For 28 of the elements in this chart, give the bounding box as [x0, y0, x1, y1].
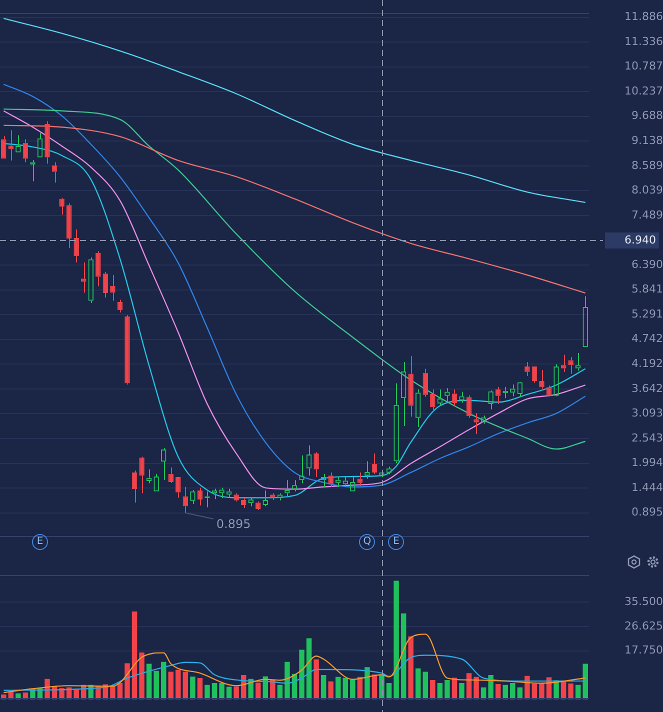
circle-icon: Q	[359, 534, 376, 550]
y-tick-label: 0.895	[632, 506, 663, 519]
y-tick-label: 1.994	[632, 456, 663, 470]
y-tick-label: 1.444	[632, 480, 663, 494]
y-tick-label: 9.138	[632, 134, 663, 148]
y-tick-label: 8.589	[632, 158, 663, 172]
y-tick-label: 4.192	[632, 357, 663, 370]
circle-icon: E	[388, 534, 404, 550]
y-tick-label: 3.642	[632, 382, 663, 395]
y-tick-label: 5.841	[632, 282, 663, 296]
y-tick-label: 7.489	[632, 208, 663, 222]
y-tick-label: 35.500	[624, 594, 663, 608]
y-tick-label: 17.750	[624, 644, 663, 657]
y-tick-label: 2.543	[632, 431, 663, 444]
ref-line-label: 6.940	[624, 233, 656, 246]
y-tick-label: 11.336	[624, 34, 663, 48]
circle-icon: E	[32, 534, 48, 550]
y-tick-label: 4.742	[632, 332, 663, 346]
y-tick-label: 10.237	[624, 84, 663, 98]
y-tick-label: 6.390	[632, 258, 663, 271]
y-tick-label: 26.625	[624, 619, 663, 632]
annotation: 0.895	[216, 516, 251, 531]
y-tick-label: 10.787	[624, 60, 663, 73]
y-tick-label: 11.886	[624, 10, 663, 24]
y-tick-label: 3.093	[632, 406, 663, 420]
y-tick-label: 5.291	[632, 307, 663, 320]
y-tick-label: 9.688	[632, 109, 663, 122]
y-tick-label: 8.039	[632, 184, 663, 197]
